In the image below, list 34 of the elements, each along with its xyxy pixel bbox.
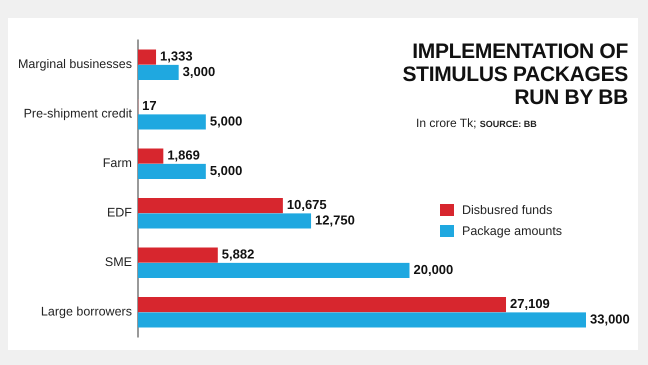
bar <box>138 262 410 278</box>
data-label: 12,750 <box>315 212 355 228</box>
bar <box>138 297 506 312</box>
annotation: SOURCE: BB <box>480 119 537 129</box>
data-label: 27,109 <box>510 296 550 312</box>
y-tick-label: Pre-shipment credit <box>24 106 132 121</box>
bar <box>138 148 164 164</box>
bar <box>138 114 206 130</box>
bar <box>138 64 179 80</box>
data-label: 1,869 <box>167 148 200 163</box>
data-label: 5,000 <box>210 114 242 128</box>
data-label: 20,000 <box>413 262 454 277</box>
text: IMPLEMENTATION OF STIMULUS PACKAGES RUN BY BB <box>401 40 628 109</box>
y-tick-label: Marginal businesses <box>18 57 132 72</box>
bar <box>138 198 283 214</box>
y-tick-label: EDF <box>106 206 132 220</box>
y-tick-label: SME <box>104 255 132 270</box>
text: In crore Tk; <box>416 116 476 130</box>
y-tick-label: Farm <box>102 156 132 170</box>
data-label: 5,000 <box>210 163 242 178</box>
bar <box>138 50 156 65</box>
y-tick-label: Large borrowers <box>40 304 132 319</box>
data-label: 5,882 <box>222 246 254 262</box>
data-label: 33,000 <box>590 312 630 326</box>
data-label: 17 <box>142 98 157 114</box>
data-label: 3,000 <box>182 64 216 79</box>
legend-label: Disbusred funds <box>462 203 552 217</box>
legend-label: Package amounts <box>462 224 562 238</box>
bar <box>138 248 218 263</box>
data-label: 1,333 <box>160 48 193 64</box>
bar <box>138 213 312 228</box>
bar <box>138 312 586 328</box>
bar <box>138 164 206 179</box>
data-label: 10,675 <box>286 197 327 212</box>
